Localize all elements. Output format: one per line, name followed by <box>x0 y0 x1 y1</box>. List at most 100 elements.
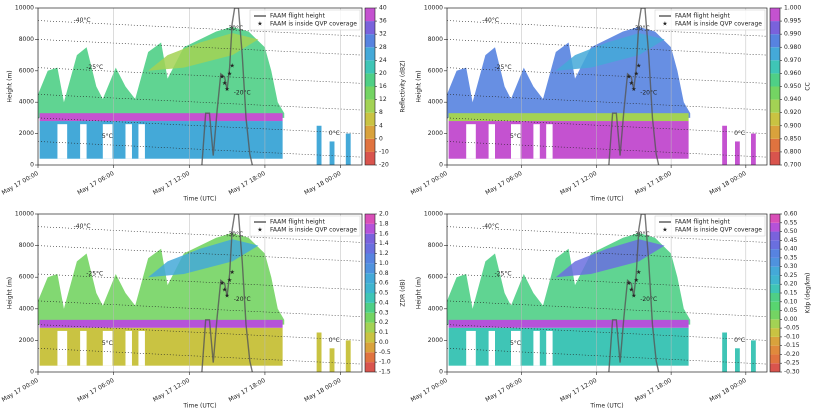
colorbar-segment <box>770 214 780 223</box>
colorbar-segment <box>770 310 780 320</box>
isotherm <box>38 94 362 111</box>
isotherm <box>38 141 362 158</box>
colorbar-tick-label: 0.6 <box>379 280 389 287</box>
colorbar-tick-label: 0.55 <box>784 219 798 226</box>
isotherm-label: 5°C <box>102 133 113 140</box>
colorbar-segment <box>770 301 780 311</box>
field-gap <box>138 124 145 159</box>
colorbar-segment <box>770 257 780 267</box>
colorbar-segment <box>770 328 780 337</box>
legend-label: FAAM flight height <box>270 219 325 226</box>
x-tick-label: May 18 00:00 <box>708 377 747 404</box>
x-tick-label: May 17 06:00 <box>76 377 115 404</box>
flight-track <box>201 214 254 372</box>
y-tick-label: 0 <box>439 162 443 169</box>
coverage-marker: ★ <box>227 277 232 284</box>
y-axis-label: Height (m) <box>416 277 423 309</box>
legend-box <box>249 215 361 237</box>
colorbar-label: ZDR (dB) <box>400 279 407 306</box>
x-tick-label: May 17 12:00 <box>152 377 191 404</box>
field-band <box>39 319 283 328</box>
colorbar-tick-label: 0.995 <box>784 18 801 25</box>
colorbar-tick-label: 40 <box>379 5 387 12</box>
colorbar-segment <box>770 345 780 355</box>
x-tick-label: May 18 00:00 <box>303 170 342 197</box>
isotherm <box>38 20 362 37</box>
field-gap <box>57 330 68 366</box>
colorbar-segment <box>770 231 780 241</box>
field-speck <box>751 133 756 165</box>
field-speck <box>329 348 335 372</box>
y-tick-label: 8000 <box>19 242 34 249</box>
y-tick-label: 4000 <box>19 305 34 312</box>
coverage-marker: ★ <box>224 293 229 300</box>
isotherm <box>38 67 362 84</box>
field-band <box>448 319 689 328</box>
legend-label: FAAM flight height <box>270 13 325 20</box>
colorbar-tick-label: 0.700 <box>784 162 801 169</box>
field-gap <box>138 330 145 366</box>
colorbar-segment <box>365 233 375 244</box>
colorbar-segment <box>770 249 780 258</box>
colorbar-segment <box>770 284 780 293</box>
y-tick-label: 8000 <box>428 36 443 43</box>
x-tick-label: May 17 18:00 <box>634 377 673 404</box>
isotherm-label: -40°C <box>482 17 499 24</box>
isotherm <box>38 117 362 134</box>
colorbar-tick-label: 0.05 <box>784 307 798 314</box>
x-tick-label: May 17 00:00 <box>410 377 449 404</box>
colorbar-segment <box>365 352 375 363</box>
colorbar-segment <box>365 223 375 234</box>
y-axis-label: Height (m) <box>416 70 423 102</box>
isotherm <box>38 348 362 365</box>
x-tick-label: May 17 06:00 <box>76 170 115 197</box>
field-gap <box>546 330 553 366</box>
coverage-marker: ★ <box>631 86 636 93</box>
isotherm-label: -30°C <box>633 231 650 238</box>
field-gap <box>488 124 495 159</box>
x-tick-label: May 18 00:00 <box>303 377 342 404</box>
colorbar-tick-label: 0.20 <box>784 281 798 288</box>
colorbar-segment <box>365 243 375 254</box>
coverage-marker: ★ <box>631 293 636 300</box>
isotherm-label: -25°C <box>495 271 512 278</box>
colorbar-tick-label: 32 <box>379 31 387 38</box>
colorbar-segment <box>770 336 780 346</box>
y-tick-label: 6000 <box>428 274 443 281</box>
colorbar-tick-label: -0.05 <box>784 325 800 332</box>
colorbar-tick-label: 0.980 <box>784 44 801 51</box>
field-speck <box>345 340 351 372</box>
colorbar-tick-label: 0.900 <box>784 122 801 129</box>
field-speck <box>316 332 322 372</box>
y-tick-label: 6000 <box>19 274 34 281</box>
colorbar-tick-label: 0.950 <box>784 83 801 90</box>
isotherm-label: 0°C <box>329 130 340 137</box>
x-tick-label: May 17 12:00 <box>152 170 191 197</box>
colorbar-tick-label: 0.5 <box>379 290 389 297</box>
isotherm-label: -25°C <box>495 64 512 71</box>
colorbar-tick-label: -1.5 <box>379 369 391 376</box>
field-speck <box>735 141 740 165</box>
y-tick-label: 0 <box>439 369 443 376</box>
colorbar-tick-label: -0.10 <box>784 333 800 340</box>
coverage-marker: ★ <box>626 74 631 81</box>
isotherm-label: -20°C <box>640 296 657 303</box>
y-tick-label: 4000 <box>19 99 34 106</box>
x-tick-label: May 17 12:00 <box>559 170 598 197</box>
colorbar-segment <box>365 99 375 113</box>
field-gap <box>533 124 540 159</box>
isotherm-label: 0°C <box>329 337 340 344</box>
colorbar-tick-label: 8 <box>379 109 383 116</box>
x-tick-label: May 17 00:00 <box>1 377 40 404</box>
colorbar-tick-label: 4 <box>379 122 383 129</box>
y-tick-label: 0 <box>30 162 34 169</box>
x-tick-label: May 17 18:00 <box>228 377 267 404</box>
field-speck <box>751 340 756 372</box>
coverage-marker: ★ <box>219 74 224 81</box>
isotherm <box>38 300 362 317</box>
coverage-marker: ★ <box>636 269 641 276</box>
field-gap <box>466 124 476 159</box>
colorbar-tick-label: 0.1 <box>379 329 389 336</box>
colorbar-segment <box>770 8 780 22</box>
y-tick-label: 0 <box>30 369 34 376</box>
